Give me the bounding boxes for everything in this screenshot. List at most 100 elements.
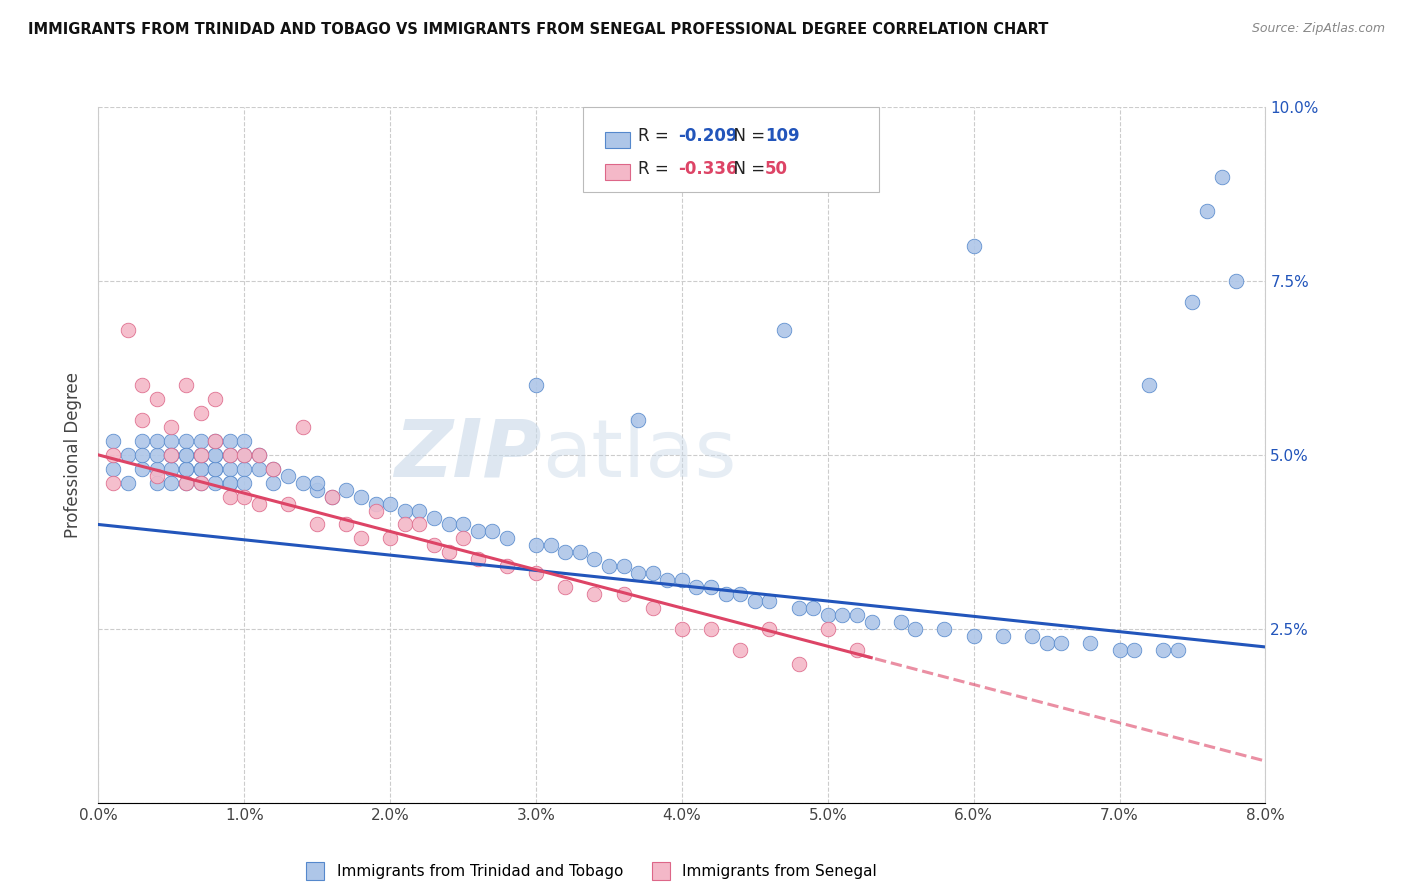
Point [714,587,737,601]
Point [1167,642,1189,657]
Point [190,448,212,462]
Point [117,475,139,490]
Text: R =: R = [638,128,675,145]
Point [364,497,387,511]
Point [146,462,169,476]
Point [190,434,212,448]
Point [685,580,707,594]
Point [218,448,240,462]
Point [728,587,751,601]
Point [247,462,270,476]
Point [568,545,591,559]
Point [307,483,329,497]
Point [394,503,416,517]
Point [1152,642,1174,657]
Point [1108,642,1130,657]
Point [262,462,284,476]
Point [612,587,634,601]
Point [146,392,169,407]
Point [583,552,606,566]
Point [131,448,153,462]
Point [408,517,430,532]
Point [174,462,197,476]
Point [307,517,329,532]
Point [160,475,183,490]
Point [218,475,240,490]
Point [627,566,650,581]
Point [657,573,679,587]
Text: R =: R = [638,160,675,178]
Point [524,566,547,581]
Point [160,462,183,476]
Point [190,462,212,476]
Point [131,378,153,392]
Point [423,538,446,552]
Point [1195,204,1218,219]
Text: atlas: atlas [541,416,737,494]
Legend: Immigrants from Trinidad and Tobago, Immigrants from Senegal: Immigrants from Trinidad and Tobago, Imm… [294,858,883,886]
Point [291,420,314,434]
Point [174,448,197,462]
Text: N =: N = [723,128,770,145]
Point [378,497,402,511]
Point [904,622,927,636]
Point [204,462,226,476]
Point [540,538,562,552]
Point [146,448,169,462]
Point [467,552,489,566]
Point [190,462,212,476]
Point [612,559,634,574]
Point [218,434,240,448]
Point [218,475,240,490]
Point [174,378,197,392]
Point [758,622,780,636]
Point [627,413,650,427]
Point [146,468,169,483]
Point [204,448,226,462]
Point [758,594,780,608]
Point [378,532,402,546]
Point [174,462,197,476]
Point [846,642,869,657]
Point [554,545,576,559]
Point [700,622,723,636]
Point [554,580,576,594]
Point [467,524,489,539]
Point [190,406,212,420]
Text: 109: 109 [765,128,800,145]
Point [991,629,1014,643]
Point [190,475,212,490]
Point [598,559,620,574]
Point [146,434,169,448]
Point [1225,274,1247,288]
Point [204,434,226,448]
Text: -0.336: -0.336 [678,160,737,178]
Point [350,532,373,546]
Point [233,490,256,504]
Point [1021,629,1043,643]
Point [204,434,226,448]
Point [744,594,766,608]
Point [174,475,197,490]
Point [423,510,446,524]
Point [801,601,824,615]
Point [700,580,723,594]
Point [233,462,256,476]
Point [174,448,197,462]
Text: N =: N = [723,160,770,178]
Point [451,532,474,546]
Text: ZIP: ZIP [395,416,541,494]
Point [437,517,460,532]
Point [218,462,240,476]
Point [817,607,839,622]
Point [233,448,256,462]
Point [934,622,956,636]
Point [204,462,226,476]
Point [831,607,853,622]
Y-axis label: Professional Degree: Professional Degree [65,372,83,538]
Point [218,448,240,462]
Point [277,468,299,483]
Point [160,434,183,448]
Point [671,573,693,587]
Point [101,475,124,490]
